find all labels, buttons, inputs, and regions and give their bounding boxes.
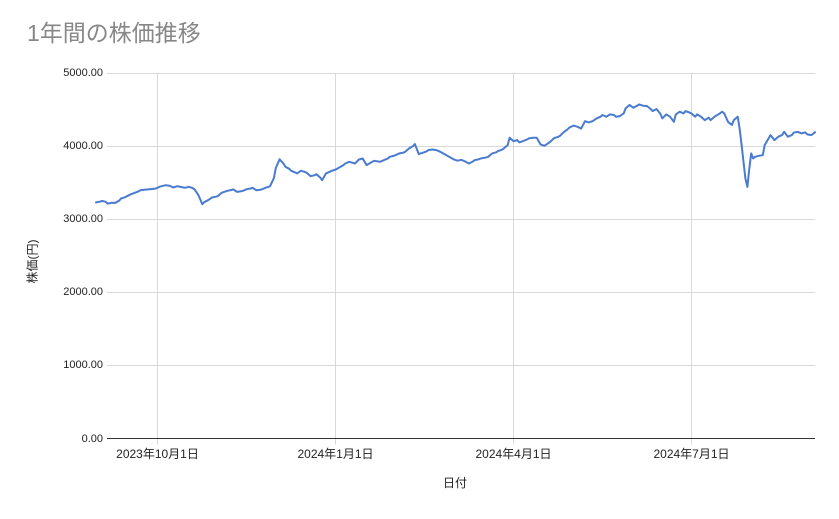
x-tick-label: 2023年10月1日 (116, 447, 199, 461)
x-tick-label: 2024年4月1日 (475, 447, 552, 461)
y-tick-label: 3000.00 (63, 212, 103, 225)
y-tick-label: 0.00 (81, 432, 103, 445)
y-tick-label: 2000.00 (63, 285, 103, 298)
chart-title: 1年間の株価推移 (27, 20, 201, 46)
y-tick-label: 5000.00 (63, 66, 103, 79)
x-tick-label: 2024年7月1日 (653, 447, 730, 461)
x-tick-label: 2024年1月1日 (297, 447, 374, 461)
y-tick-label: 4000.00 (63, 139, 103, 152)
x-axis-title: 日付 (442, 476, 467, 490)
y-tick-label: 1000.00 (63, 358, 103, 371)
price-line (95, 103, 816, 206)
y-axis-title: 株価(円) (25, 239, 40, 284)
